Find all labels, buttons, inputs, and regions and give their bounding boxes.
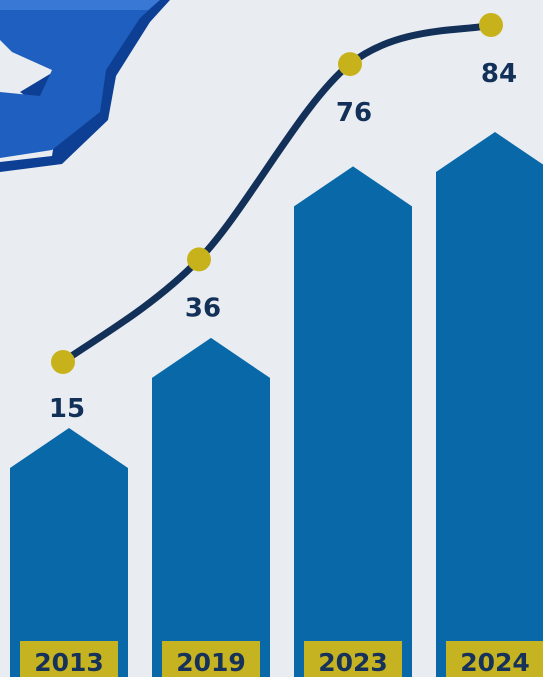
- year-label-2013: 2013: [34, 648, 104, 677]
- puzzle-piece-icon-highlight: [0, 0, 160, 10]
- bar-2024: [436, 132, 543, 677]
- value-label-2024: 84: [481, 59, 517, 89]
- point-2023: [338, 52, 362, 77]
- value-label-2019: 36: [185, 293, 221, 323]
- point-2019: [187, 247, 211, 272]
- bar-2013: [10, 428, 128, 677]
- trend-line: [59, 21, 495, 366]
- value-label-2013: 15: [49, 394, 85, 424]
- puzzle-piece-icon: [0, 0, 160, 158]
- years-layer: 2013 2019 2023 2024: [20, 641, 543, 677]
- year-label-2024: 2024: [460, 648, 530, 677]
- point-2024: [479, 13, 503, 37]
- year-box-2023: [304, 641, 402, 677]
- year-label-2023: 2023: [318, 648, 388, 677]
- year-box-2019: [162, 641, 260, 677]
- year-label-2019: 2019: [176, 648, 246, 677]
- bars-layer: [10, 132, 543, 677]
- year-box-2024: [446, 641, 543, 677]
- bar-2019: [152, 337, 270, 677]
- point-2013: [51, 350, 75, 374]
- year-box-2013: [20, 641, 118, 677]
- labels-layer: 15 36 76 84: [49, 59, 517, 424]
- puzzle-decoration: [0, 0, 170, 172]
- bar-2023: [294, 166, 412, 677]
- value-label-2023: 76: [336, 98, 372, 128]
- line-layer: [51, 13, 503, 374]
